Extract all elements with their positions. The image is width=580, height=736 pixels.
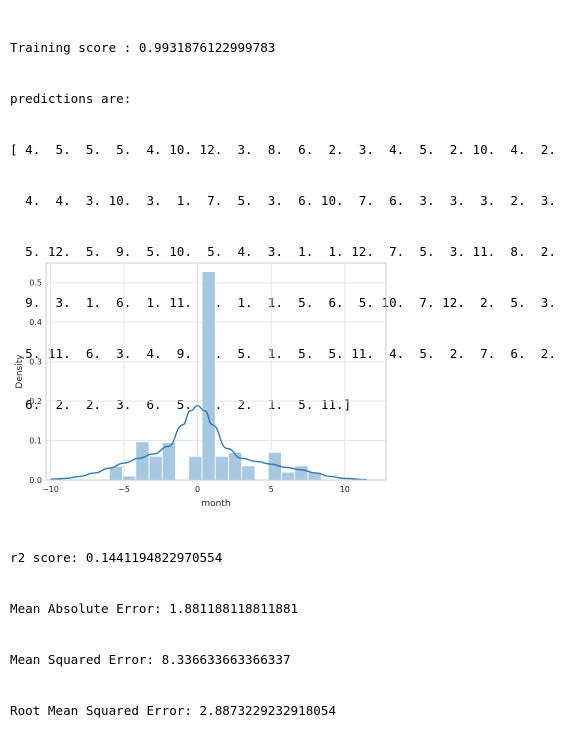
plot-grid — [46, 263, 386, 481]
y-axis-label: Density — [15, 354, 25, 389]
y-tick-label: 0.4 — [29, 318, 42, 327]
x-tick-label: −10 — [42, 485, 59, 494]
histogram-bar — [201, 271, 216, 481]
mae-line: Mean Absolute Error: 1.881188118811881 — [10, 601, 299, 616]
plot-frame — [45, 262, 387, 481]
kde-curve-group — [50, 405, 367, 481]
histogram-bar — [228, 451, 243, 481]
histogram-bar — [135, 441, 150, 481]
y-axis-ticks: 0.0 0.1 0.2 0.3 0.4 0.5 — [29, 279, 42, 485]
x-tick-label: 0 — [195, 485, 200, 494]
histogram-bar — [241, 465, 256, 481]
histogram-bars — [108, 271, 322, 481]
mse-line: Mean Squared Error: 8.336633663366337 — [10, 652, 291, 667]
x-axis-ticks: −10 −5 0 5 10 — [42, 485, 350, 494]
y-tick-label: 0.3 — [29, 358, 42, 367]
predictions-row: [ 4. 5. 5. 5. 4. 10. 12. 3. 8. 6. 2. 3. … — [10, 142, 556, 157]
y-tick-label: 0.5 — [29, 279, 42, 288]
histogram-bar — [122, 475, 137, 481]
histogram-bar — [214, 455, 229, 481]
y-tick-label: 0.1 — [29, 437, 42, 446]
predictions-row: 4. 4. 3. 10. 3. 1. 7. 5. 3. 6. 10. 7. 6.… — [10, 193, 556, 208]
density-plot: −10 −5 0 5 10 0.0 0.1 0.2 0.3 0.4 0.5 month Densi… — [15, 262, 387, 509]
rmse-line: Root Mean Squared Error: 2.8873229232918… — [10, 703, 337, 718]
predictions-header: predictions are: — [10, 91, 132, 106]
x-axis-label: month — [201, 499, 230, 509]
histogram-bar — [281, 471, 296, 481]
r2-score-line: r2 score: 0.1441194822970554 — [10, 550, 223, 565]
y-tick-label: 0.0 — [29, 476, 42, 485]
x-tick-label: 10 — [340, 485, 350, 494]
y-tick-label: 0.2 — [29, 397, 42, 406]
training-score-line: Training score : 0.9931876122999783 — [10, 40, 276, 55]
histogram-bar — [188, 455, 203, 481]
histogram-bar — [148, 455, 163, 481]
histogram-bar — [294, 465, 309, 481]
x-tick-label: −5 — [118, 485, 130, 494]
x-tick-label: 5 — [269, 485, 274, 494]
kde-curve — [50, 405, 367, 481]
predictions-row: 5. 12. 5. 9. 5. 10. 5. 4. 3. 1. 1. 12. 7… — [10, 244, 556, 259]
